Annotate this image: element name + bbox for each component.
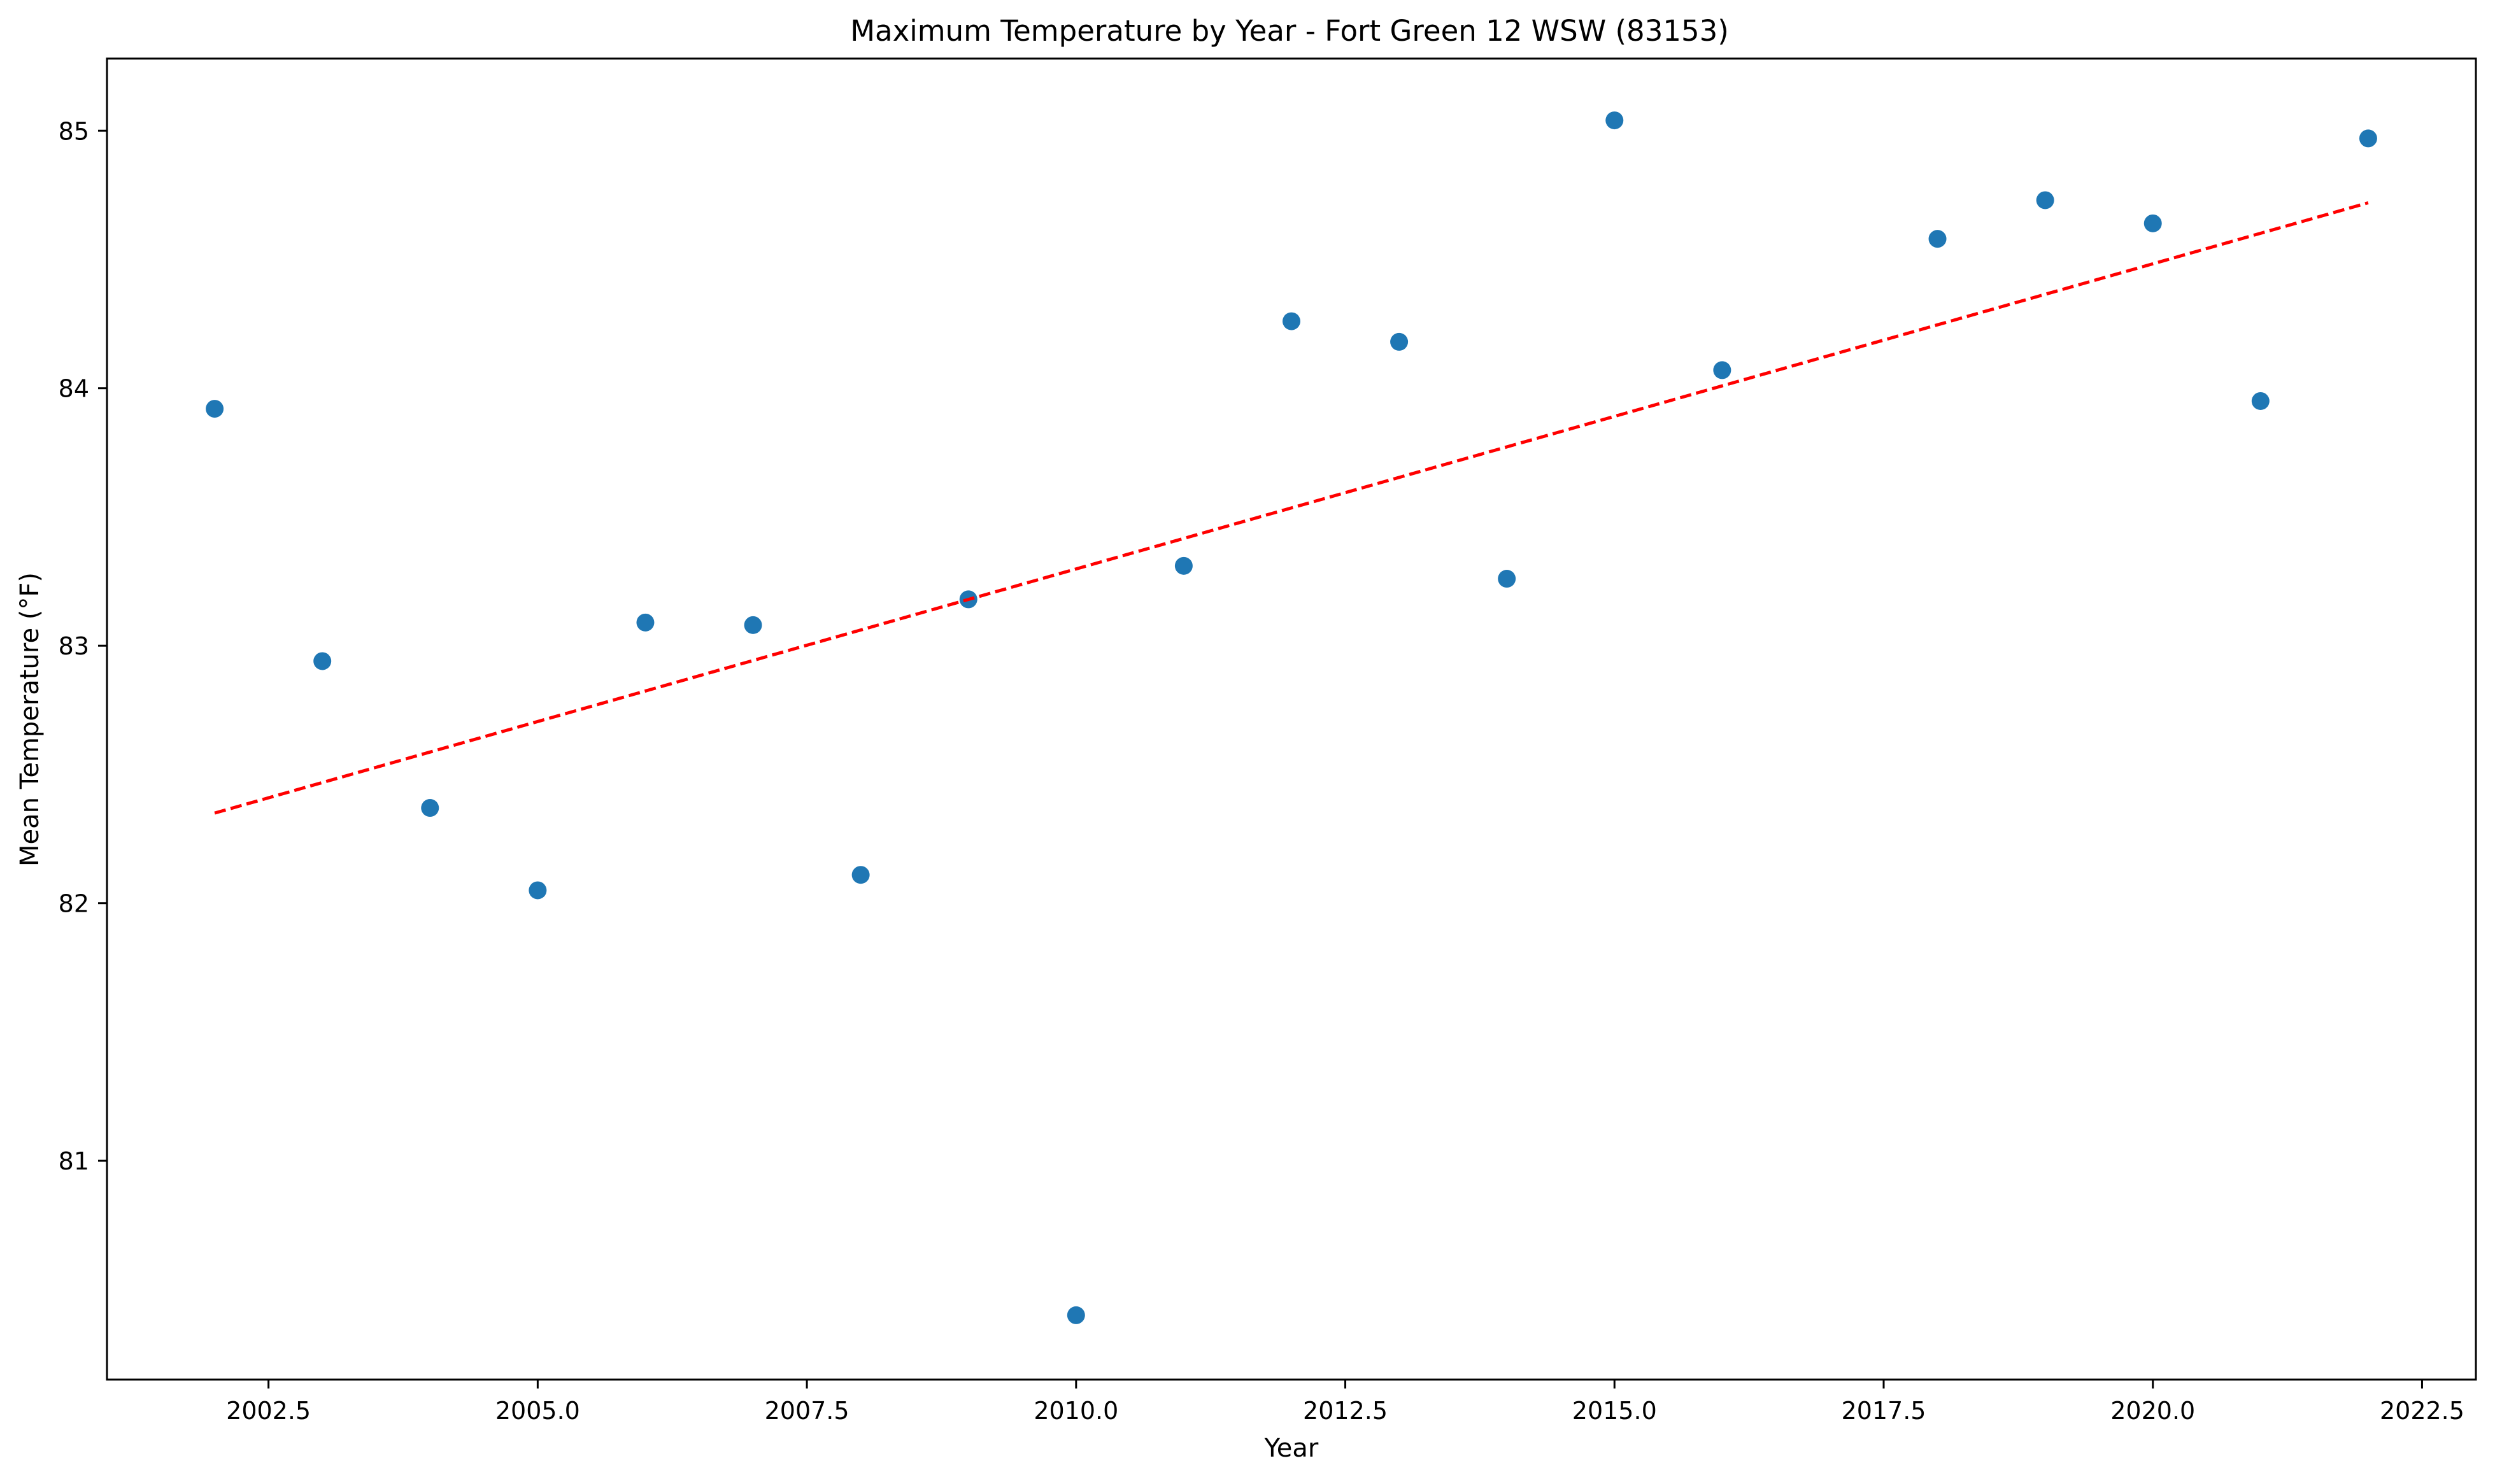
y-axis-ticks: 81 82 83 84 85 <box>59 117 107 1175</box>
x-tick-label: 2010.0 <box>1034 1397 1118 1425</box>
data-point <box>313 652 332 670</box>
data-point <box>636 613 655 632</box>
data-point <box>2359 129 2377 148</box>
y-tick-label: 83 <box>59 632 89 660</box>
x-tick-label: 2007.5 <box>765 1397 849 1425</box>
data-point <box>206 400 224 418</box>
data-point <box>1174 556 1193 575</box>
data-point <box>2143 214 2162 232</box>
data-point <box>529 881 547 900</box>
x-tick-label: 2012.5 <box>1303 1397 1388 1425</box>
x-axis-label: Year <box>1264 1434 1319 1463</box>
plot-frame <box>106 57 2477 1381</box>
data-point <box>1498 570 1516 588</box>
x-tick-label: 2020.0 <box>2110 1397 2195 1425</box>
plot-area <box>206 111 2377 1324</box>
y-tick-label: 85 <box>59 117 89 145</box>
data-point <box>1713 361 1731 379</box>
data-point <box>2036 191 2054 209</box>
data-point <box>421 799 439 817</box>
x-tick-label: 2002.5 <box>226 1397 311 1425</box>
x-axis-ticks: 2002.5 2005.0 2007.5 2010.0 2012.5 2015.0 2017… <box>226 1380 2464 1425</box>
data-point <box>1928 230 1947 248</box>
y-tick-label: 84 <box>59 375 89 403</box>
x-tick-label: 2017.5 <box>1842 1397 1926 1425</box>
data-point <box>1605 111 1624 130</box>
y-tick-label: 81 <box>59 1147 89 1175</box>
y-tick-label: 82 <box>59 890 89 918</box>
x-tick-label: 2005.0 <box>495 1397 580 1425</box>
y-axis-label: Mean Temperature (°F) <box>15 572 45 866</box>
data-point <box>851 866 870 884</box>
x-tick-label: 2022.5 <box>2380 1397 2464 1425</box>
data-point <box>1283 312 1300 330</box>
x-tick-label: 2015.0 <box>1572 1397 1657 1425</box>
data-point <box>1390 332 1409 351</box>
data-point <box>1067 1306 1085 1324</box>
trend-line <box>214 201 2369 815</box>
chart-title: Maximum Temperature by Year - Fort Green… <box>850 14 1729 48</box>
data-point <box>744 616 762 634</box>
data-point <box>2251 392 2270 410</box>
